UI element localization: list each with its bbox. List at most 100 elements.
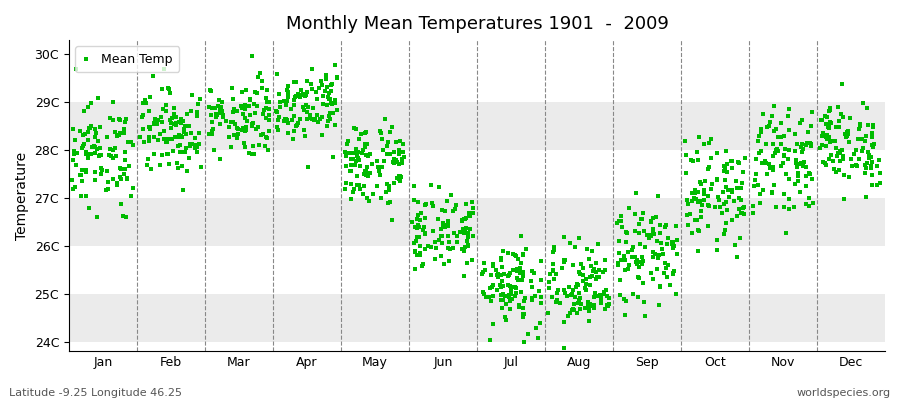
Point (618, 266, 633, 273)
Point (516, 305, 530, 311)
Point (354, 131, 368, 137)
Point (665, 240, 680, 246)
Point (351, 157, 365, 164)
Point (280, 87, 294, 94)
Point (82, 125, 96, 132)
Point (116, 212, 130, 219)
Point (278, 116, 293, 122)
Point (410, 198, 425, 205)
Point (644, 218, 659, 224)
Point (659, 264, 673, 271)
Point (79, 166, 94, 173)
Point (754, 129, 769, 135)
Point (112, 174, 127, 180)
Point (565, 307, 580, 313)
Point (316, 29, 330, 36)
Point (766, 153, 780, 159)
Point (776, 159, 790, 166)
Point (292, 116, 307, 122)
Point (109, 153, 123, 159)
Point (281, 120, 295, 126)
Point (139, 100, 153, 106)
Point (768, 150, 782, 156)
Point (322, 116, 337, 122)
Point (567, 294, 581, 300)
Point (781, 176, 796, 182)
Point (833, 148, 848, 154)
Point (493, 255, 508, 262)
Point (486, 321, 500, 328)
Point (850, 162, 864, 169)
Point (163, 116, 177, 123)
Point (840, 133, 854, 140)
Point (732, 206, 746, 212)
Point (216, 112, 230, 118)
Point (284, 105, 298, 112)
Point (411, 212, 426, 218)
Point (651, 255, 665, 261)
Point (670, 290, 684, 297)
Point (599, 293, 614, 299)
Point (503, 298, 517, 304)
Point (710, 150, 724, 156)
Point (72, 172, 86, 178)
Point (273, 99, 287, 106)
Point (868, 141, 882, 147)
Point (737, 154, 751, 161)
Point (409, 238, 423, 244)
Point (525, 296, 539, 303)
Point (227, 106, 241, 112)
Point (806, 109, 820, 115)
Point (122, 163, 137, 170)
Point (362, 198, 376, 204)
Point (188, 135, 202, 142)
Point (820, 132, 834, 138)
Point (248, 89, 262, 95)
Point (173, 142, 187, 148)
Point (617, 257, 632, 263)
Point (632, 263, 646, 270)
Point (823, 119, 837, 125)
Point (832, 124, 847, 130)
Point (612, 250, 626, 256)
Point (350, 173, 365, 180)
Point (479, 294, 493, 300)
Point (564, 292, 579, 298)
Point (778, 230, 793, 236)
Point (222, 124, 237, 130)
Point (689, 189, 704, 196)
Point (442, 258, 456, 264)
Point (758, 160, 772, 166)
Point (542, 285, 556, 292)
Point (508, 293, 522, 299)
Point (592, 292, 607, 298)
Point (243, 97, 257, 103)
Point (211, 102, 225, 109)
Point (322, 96, 337, 102)
Point (262, 117, 276, 123)
Point (832, 118, 847, 124)
Point (572, 297, 586, 303)
Point (286, 136, 301, 142)
Point (511, 304, 526, 311)
Point (494, 296, 508, 303)
Point (173, 148, 187, 155)
Point (614, 256, 628, 263)
Point (716, 163, 731, 169)
Point (458, 216, 473, 222)
Point (464, 199, 479, 206)
Point (106, 116, 121, 123)
Point (287, 113, 302, 119)
Point (571, 282, 585, 288)
Point (351, 182, 365, 188)
Point (692, 179, 706, 186)
Point (731, 159, 745, 166)
Point (819, 161, 833, 168)
Point (499, 301, 513, 307)
Point (338, 186, 352, 192)
Point (865, 182, 879, 189)
Point (721, 186, 735, 193)
Point (717, 177, 732, 184)
Point (176, 129, 191, 136)
Point (627, 211, 642, 217)
